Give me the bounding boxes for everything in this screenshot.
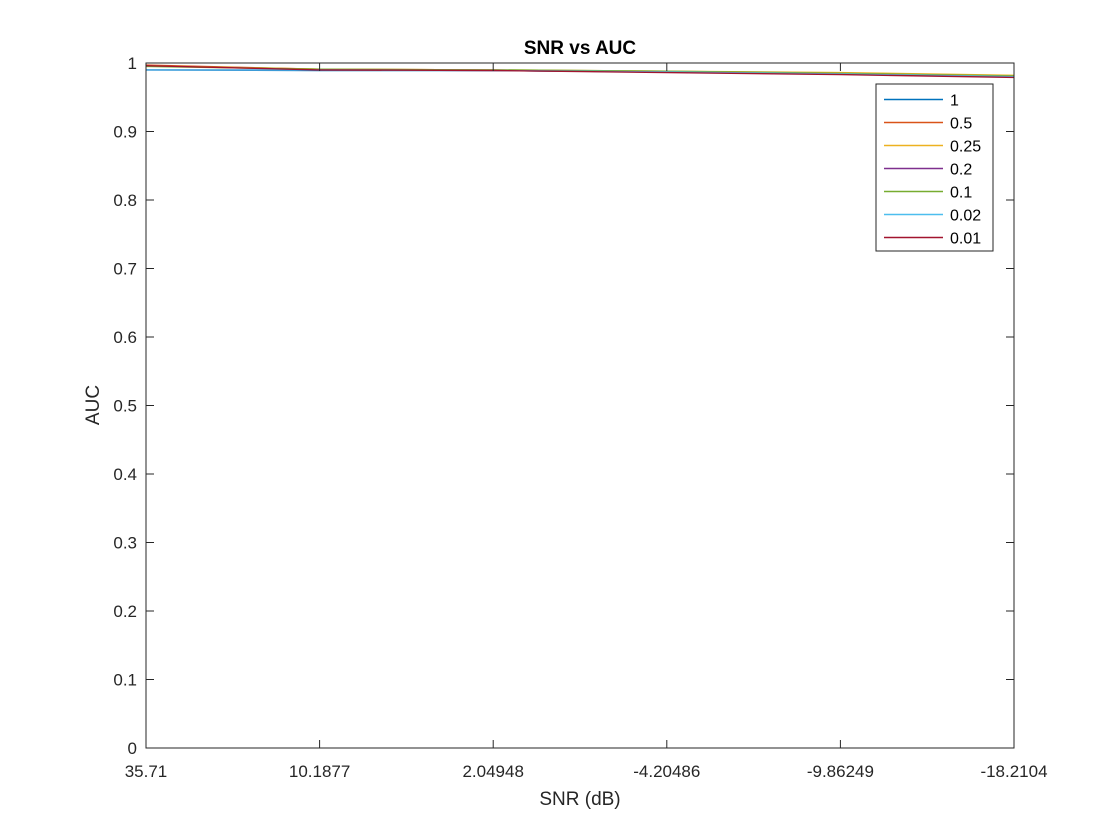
- y-tick-label: 1: [128, 54, 137, 73]
- y-tick-label: 0.7: [113, 260, 137, 279]
- plot-area: [146, 63, 1014, 748]
- chart-title: SNR vs AUC: [524, 38, 637, 59]
- y-tick-label: 0.4: [113, 465, 137, 484]
- y-tick-label: 0.9: [113, 123, 137, 142]
- x-tick-label: -18.2104: [980, 762, 1047, 781]
- legend-entry-label: 0.5: [950, 116, 972, 133]
- x-tick-label: -4.20486: [633, 762, 700, 781]
- y-tick-label: 0.2: [113, 602, 137, 621]
- series-layer: [145, 64, 1015, 79]
- x-axis-label: SNR (dB): [539, 789, 620, 810]
- legend-entry-label: 0.25: [950, 139, 981, 156]
- y-tick-label: 0.3: [113, 534, 137, 553]
- legend: 1 0.5 0.25 0.2 0.1 0.02 0.01: [875, 83, 994, 252]
- legend-entry-label: 1: [950, 93, 959, 110]
- x-tick-label: 35.71: [125, 762, 168, 781]
- x-tick-label: 10.1877: [289, 762, 350, 781]
- y-tick-label: 0.5: [113, 397, 137, 416]
- legend-box: [875, 83, 994, 252]
- legend-entry-label: 0.2: [950, 162, 972, 179]
- legend-entry-label: 0.01: [950, 231, 981, 248]
- y-tick-label: 0: [128, 739, 137, 758]
- series-line-0_01: [145, 65, 1015, 79]
- legend-entry-label: 0.02: [950, 208, 981, 225]
- ticks-layer: 0 0.1 0.2 0.3 0.4 0.5 0.6 0.7 0.8 0.9 1 35.71 10.187…: [113, 54, 1047, 781]
- plot-frame: [145, 62, 1015, 749]
- y-tick-label: 0.1: [113, 671, 137, 690]
- y-tick-label: 0.6: [113, 328, 137, 347]
- y-axis-label: AUC: [83, 385, 104, 425]
- y-tick-label: 0.8: [113, 191, 137, 210]
- x-tick-label: 2.04948: [462, 762, 523, 781]
- legend-entry-label: 0.1: [950, 185, 972, 202]
- x-tick-label: -9.86249: [807, 762, 874, 781]
